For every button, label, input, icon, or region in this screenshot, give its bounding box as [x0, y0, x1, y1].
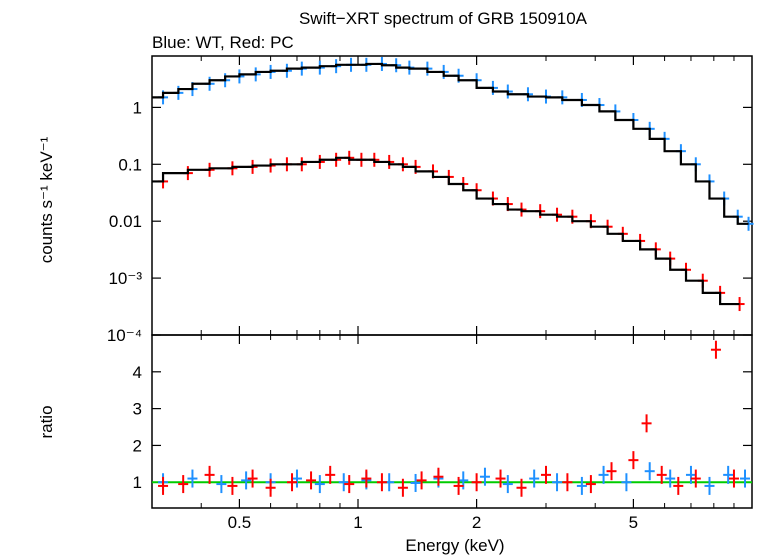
- ratio-x-tick-label: 2: [472, 513, 481, 532]
- ratio-data-point: [216, 475, 227, 494]
- ratio-y-tick-label: 3: [133, 400, 142, 419]
- ratio-data-point: [495, 469, 506, 488]
- ratio-data-point: [665, 469, 676, 488]
- ratio-data-point: [397, 478, 408, 497]
- bottom-y-axis-label: ratio: [37, 405, 56, 438]
- ratio-data-point: [325, 465, 336, 484]
- ratio-y-tick-label: 4: [133, 363, 142, 382]
- ratio-data-point: [690, 469, 701, 488]
- ratio-data-point: [656, 465, 667, 484]
- ratio-data-point: [585, 475, 596, 494]
- ratio-data-point: [227, 476, 238, 495]
- ratio-data-point: [433, 467, 444, 486]
- ratio-data-point: [471, 473, 482, 492]
- ratio-data-point: [265, 478, 276, 497]
- ratio-data-point: [641, 414, 652, 433]
- ratio-data-point: [740, 469, 751, 488]
- ratio-data-point: [410, 473, 421, 492]
- ratio-data-point: [606, 462, 617, 481]
- ratio-data-point: [562, 473, 573, 492]
- spectrum-y-tick-label: 10⁻³: [108, 269, 142, 288]
- ratio-data-point: [361, 469, 372, 488]
- ratio-data-point: [628, 451, 639, 470]
- ratio-data-point: [178, 475, 189, 494]
- ratio-y-tick-label: 1: [133, 473, 142, 492]
- ratio-data-point: [598, 465, 609, 484]
- spectrum-y-tick-label: 0.01: [109, 212, 142, 231]
- ratio-data-point: [502, 475, 513, 494]
- spectrum-frame: [151, 55, 753, 336]
- ratio-data-point: [306, 471, 317, 490]
- ratio-panel: 1 2 3 4 0.5 1 2 5: [133, 334, 753, 532]
- ratio-data-point: [576, 476, 587, 495]
- spectrum-y-tick-label: 0.1: [118, 155, 142, 174]
- top-y-axis-label: counts s⁻¹ keV⁻¹: [37, 136, 56, 263]
- ratio-data-point: [723, 465, 734, 484]
- spectrum-model-line-1: [152, 62, 749, 225]
- ratio-data-point: [241, 471, 252, 490]
- spectrum-model-line-2: [152, 156, 740, 306]
- ratio-data-point: [704, 476, 715, 495]
- ratio-data-point: [287, 473, 298, 492]
- ratio-data-point: [529, 469, 540, 488]
- ratio-data-point: [728, 469, 739, 488]
- ratio-data-point: [158, 476, 169, 495]
- ratio-data-point: [204, 465, 215, 484]
- ratio-data-point: [247, 469, 258, 488]
- ratio-data-point: [710, 340, 721, 359]
- ratio-data-point: [621, 473, 632, 492]
- x-axis-label: Energy (keV): [405, 536, 504, 555]
- ratio-data-point: [453, 476, 464, 495]
- ratio-data-point: [685, 465, 696, 484]
- ratio-data-point: [552, 473, 563, 492]
- ratio-data-point: [516, 478, 527, 497]
- chart-subtitle: Blue: WT, Red: PC: [152, 33, 294, 52]
- spectrum-panel: 10⁻⁴ 10⁻³ 0.01 0.1 1: [107, 55, 754, 345]
- chart-title: Swift−XRT spectrum of GRB 150910A: [299, 9, 588, 28]
- ratio-data-point: [416, 471, 427, 490]
- ratio-data-point: [479, 467, 490, 486]
- ratio-data-point: [291, 469, 302, 488]
- ratio-data-point: [344, 475, 355, 494]
- spectrum-y-tick-label: 10⁻⁴: [107, 326, 142, 345]
- ratio-data-point: [644, 462, 655, 481]
- ratio-x-tick-label: 0.5: [228, 513, 252, 532]
- ratio-x-tick-label: 5: [629, 513, 638, 532]
- ratio-data-point: [338, 473, 349, 492]
- ratio-frame: [151, 334, 753, 509]
- spectrum-series-2: [158, 150, 745, 312]
- ratio-x-tick-label: 1: [353, 513, 362, 532]
- spectrum-y-tick-label: 1: [133, 98, 142, 117]
- ratio-data-point: [540, 465, 551, 484]
- ratio-data-point: [314, 475, 325, 494]
- ratio-data-point: [187, 469, 198, 488]
- ratio-data-point: [376, 473, 387, 492]
- ratio-y-tick-label: 2: [133, 436, 142, 455]
- ratio-data-point: [673, 476, 684, 495]
- ratio-series-2: [158, 340, 739, 497]
